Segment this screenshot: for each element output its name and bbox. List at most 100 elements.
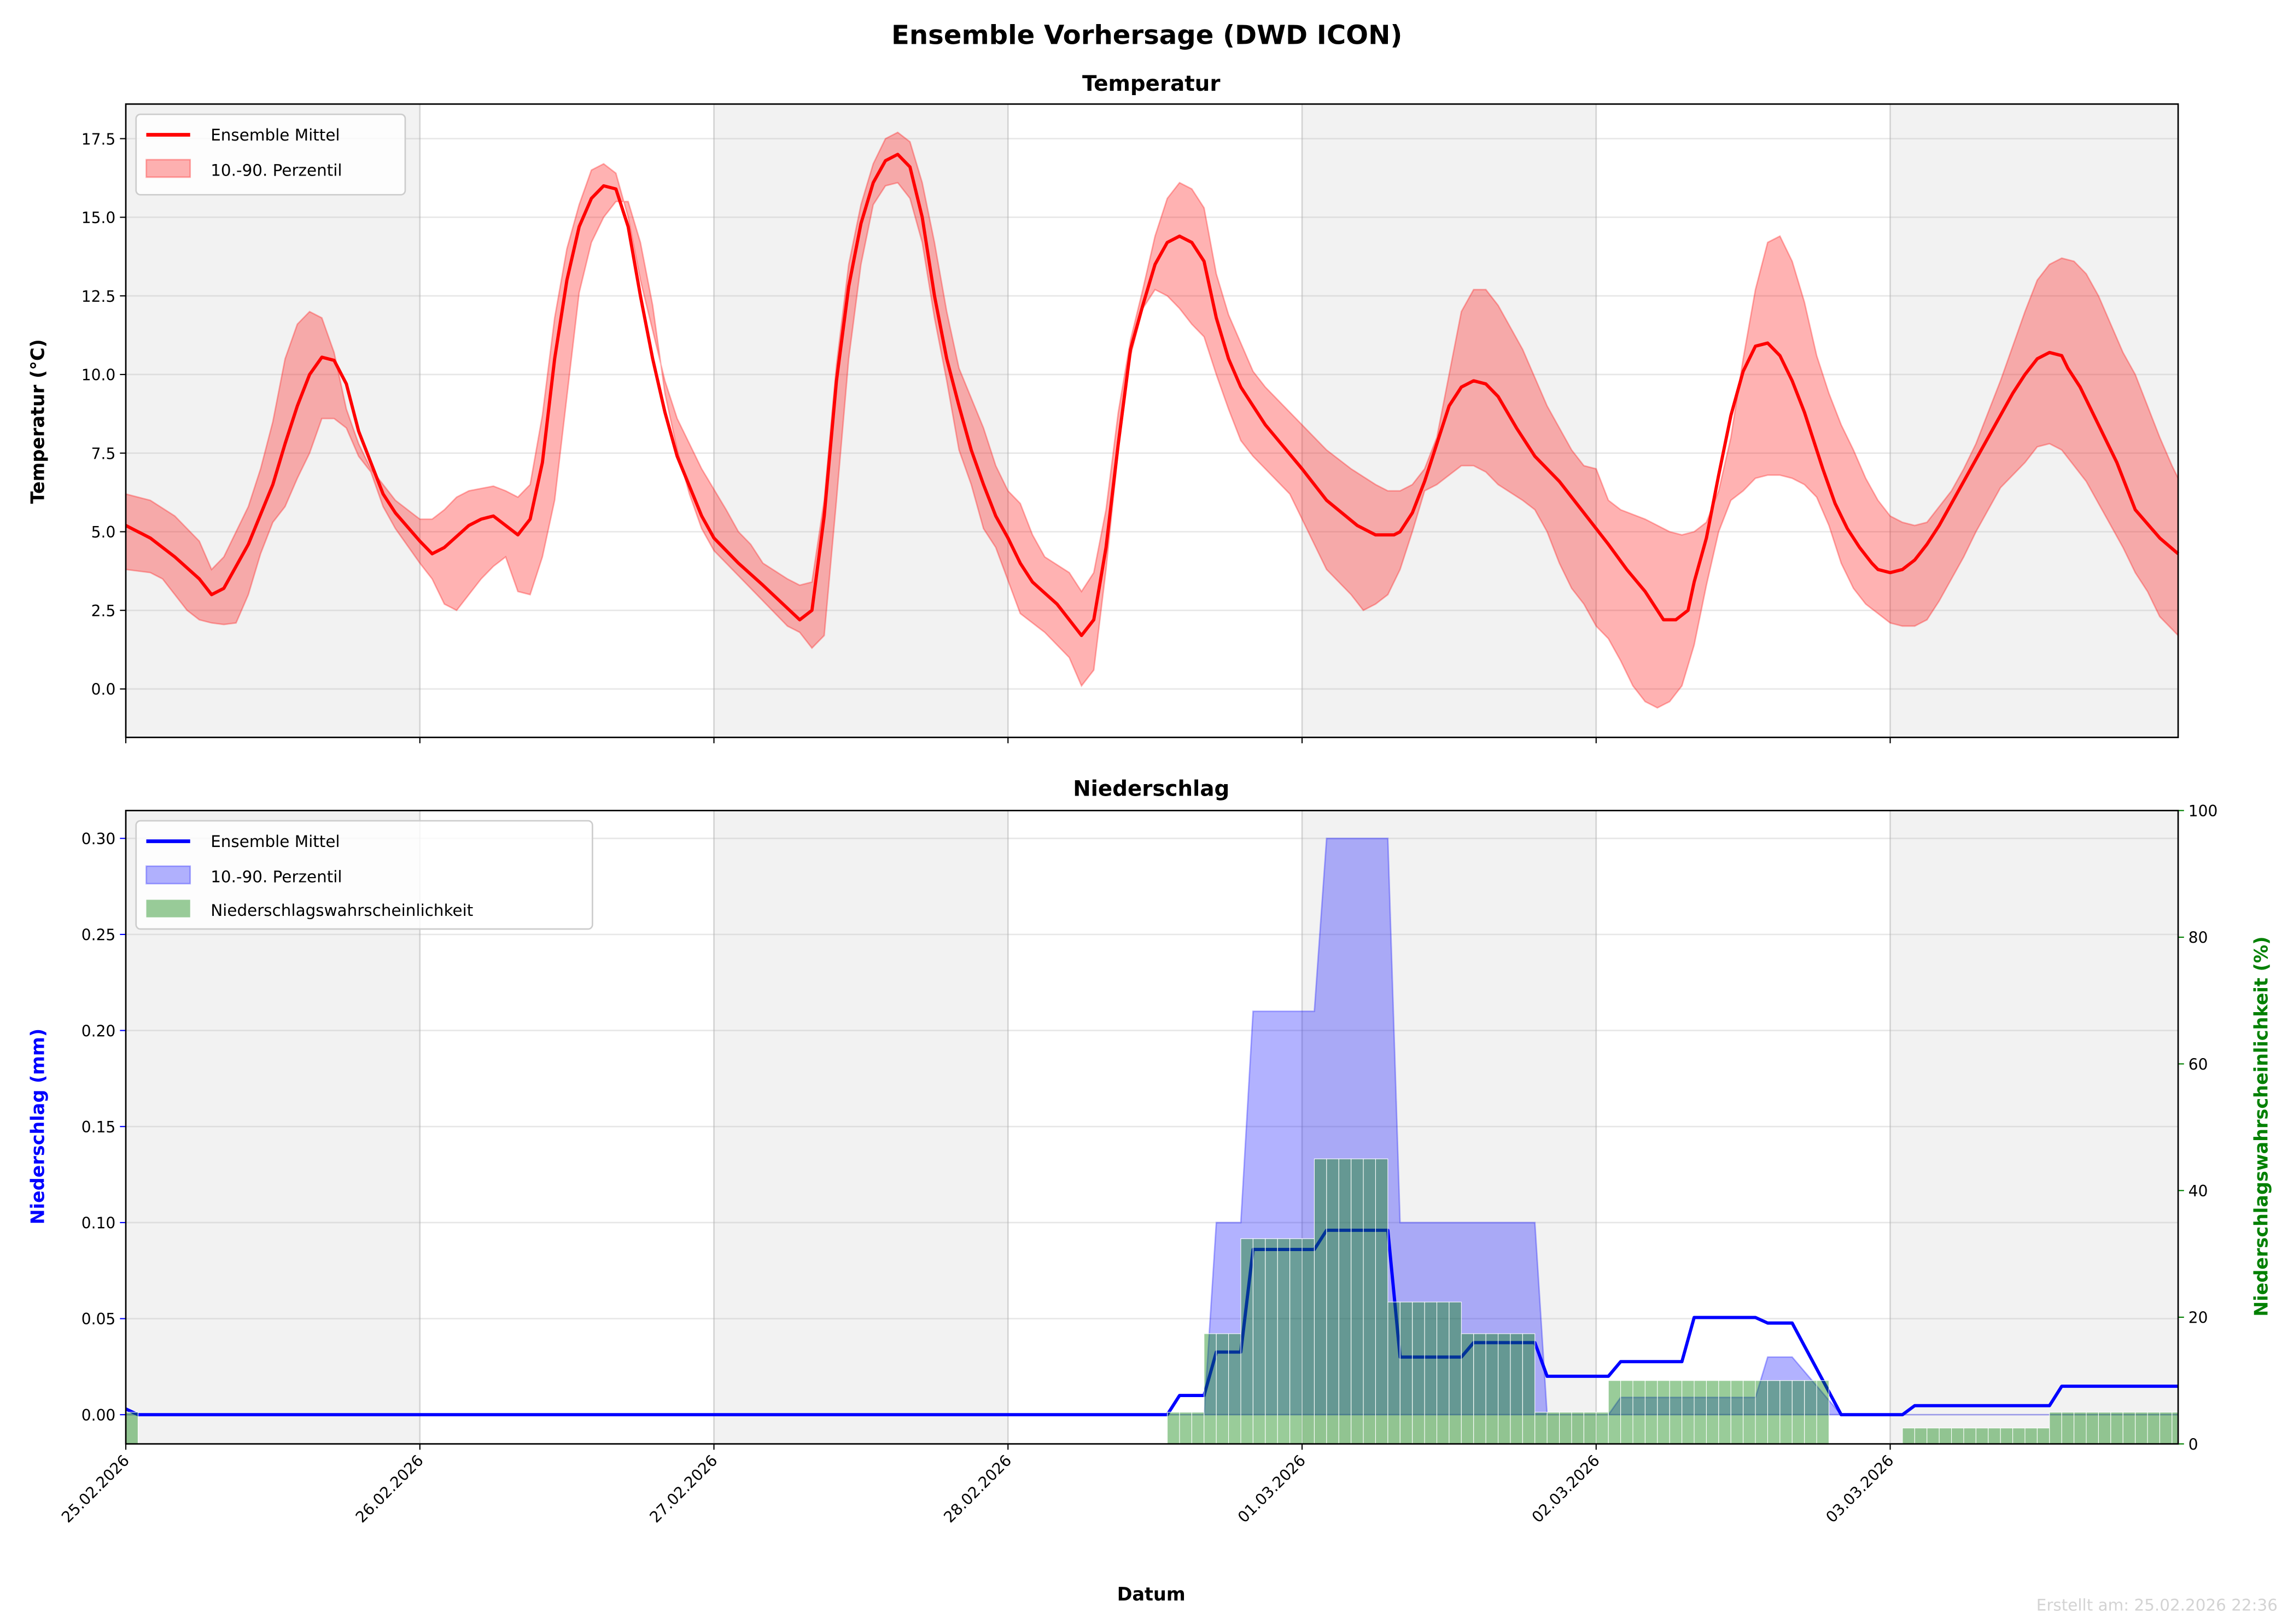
probability-bar (1902, 1428, 1915, 1445)
probability-bar (1510, 1333, 1523, 1445)
legend-precip-band-label: 10.-90. Perzentil (211, 867, 342, 886)
probability-bar (2147, 1412, 2161, 1445)
precip-legend: Ensemble Mittel 10.-90. Perzentil Nieder… (135, 820, 593, 930)
probability-bar (1706, 1380, 1719, 1445)
probability-bar (1314, 1158, 1327, 1445)
y-tick-label: 12.5 (81, 288, 116, 306)
precip-axes-frame (125, 809, 2179, 1445)
precip-ylabel: Niederschlag (mm) (27, 1029, 48, 1224)
probability-bar (1951, 1428, 1964, 1445)
probability-bar (1289, 1238, 1303, 1445)
probability-bar (1988, 1428, 2001, 1445)
probability-bar (1804, 1380, 1817, 1445)
probability-bar (1424, 1301, 1438, 1445)
probability-bar (1363, 1158, 1376, 1445)
precipitation-plot: 0.00 0.05 0.10 0.15 0.20 0.25 0.30 0 20 40 60 80 100… (58, 802, 2217, 1526)
temperature-plot: 0.0 2.5 5.0 7.5 10.0 12.5 15.0 17.5 (81, 103, 2179, 744)
day-shade (126, 104, 420, 738)
probability-bar (1228, 1333, 1241, 1445)
day-shade (714, 104, 1008, 738)
probability-bar (1755, 1380, 1769, 1445)
legend-prob-label: Niederschlagswahrscheinlichkeit (211, 901, 473, 920)
probability-bar (1767, 1380, 1781, 1445)
y2-tick-label: 0 (2188, 1435, 2198, 1453)
y2-tick-label: 100 (2188, 802, 2218, 820)
y-tick-label: 10.0 (81, 366, 116, 384)
x-tick-label: 25.02.2026 (58, 1451, 133, 1526)
x-tick-label: 28.02.2026 (940, 1451, 1015, 1526)
probability-bar (2086, 1412, 2099, 1445)
probability-bar (2110, 1412, 2123, 1445)
temp-percentile-band (125, 131, 2179, 709)
y-tick-label: 0.0 (91, 681, 116, 699)
probability-bar (1927, 1428, 1940, 1445)
y2-tick-label: 80 (2188, 929, 2208, 947)
day-shade (1890, 104, 2179, 738)
probability-bar (1167, 1412, 1180, 1445)
probability-bar (1338, 1158, 1352, 1445)
day-shade (714, 810, 1008, 1444)
y-tick-label: 0.30 (81, 830, 116, 848)
precip-title: Niederschlag (1073, 777, 1229, 802)
probability-bar (1534, 1412, 1548, 1445)
precip-mean-line (125, 1228, 2179, 1417)
probability-bar (1657, 1380, 1670, 1445)
probability-bar (1179, 1412, 1192, 1445)
probability-bar (1632, 1380, 1645, 1445)
y-tick-label: 0.05 (81, 1310, 116, 1328)
probability-bar (1461, 1333, 1474, 1445)
probability-bar (1498, 1333, 1511, 1445)
probability-bar (1277, 1238, 1291, 1445)
probability-bar (1608, 1380, 1621, 1445)
day-shade (1302, 104, 1596, 738)
probability-bar (1436, 1301, 1450, 1445)
probability-bar (1449, 1301, 1462, 1445)
y-tick-label: 0.15 (81, 1118, 116, 1136)
y-tick-label: 15.0 (81, 209, 116, 227)
legend-precip-band-swatch (145, 865, 191, 885)
probability-bar (1302, 1238, 1315, 1445)
probability-bar (2024, 1428, 2038, 1445)
probability-bar (1412, 1301, 1425, 1445)
y-tick-label: 17.5 (81, 130, 116, 148)
probability-bar (2122, 1412, 2136, 1445)
probability-bar (2074, 1412, 2087, 1445)
legend-mean-label: Ensemble Mittel (211, 126, 340, 144)
y-tick-label: 5.0 (91, 523, 116, 541)
probability-bar (1682, 1380, 1695, 1445)
probability-bar (1975, 1428, 1989, 1445)
probability-bar (2036, 1428, 2050, 1445)
probability-bar (1559, 1412, 1572, 1445)
probability-bar (1252, 1238, 1266, 1445)
probability-bar (1743, 1380, 1756, 1445)
probability-bar (1326, 1158, 1339, 1445)
footer-timestamp: Erstellt am: 25.02.2026 22:36 (2036, 1596, 2278, 1615)
x-axis-label: Datum (1117, 1584, 1186, 1605)
temp-title: Temperatur (1082, 72, 1221, 96)
x-tick-label: 02.03.2026 (1528, 1451, 1603, 1526)
probability-bar (2159, 1412, 2173, 1445)
probability-bar (125, 1412, 138, 1445)
probability-bar (1914, 1428, 1928, 1445)
probability-bar (1399, 1301, 1413, 1445)
probability-bar (2098, 1412, 2111, 1445)
figure-title: Ensemble Vorhersage (DWD ICON) (891, 20, 1402, 51)
probability-bar (2049, 1412, 2062, 1445)
probability-bar (1351, 1158, 1364, 1445)
x-tick-label: 27.02.2026 (646, 1451, 721, 1526)
y-tick-label: 7.5 (91, 445, 116, 463)
probability-bar (1583, 1412, 1597, 1445)
x-tick-label: 01.03.2026 (1234, 1451, 1309, 1526)
probability-bar (2172, 1412, 2179, 1445)
probability-bar (2061, 1412, 2075, 1445)
probability-bar (1387, 1301, 1400, 1445)
probability-bar (1596, 1412, 1609, 1445)
prob-ylabel: Niederschlagswahrscheinlichkeit (%) (2250, 937, 2272, 1317)
probability-bar (1816, 1380, 1830, 1445)
probability-bar (1522, 1333, 1536, 1445)
probability-bar (2135, 1412, 2148, 1445)
probability-bar (1191, 1412, 1205, 1445)
y-tick-label: 0.20 (81, 1022, 116, 1040)
probability-bar (1939, 1428, 1952, 1445)
